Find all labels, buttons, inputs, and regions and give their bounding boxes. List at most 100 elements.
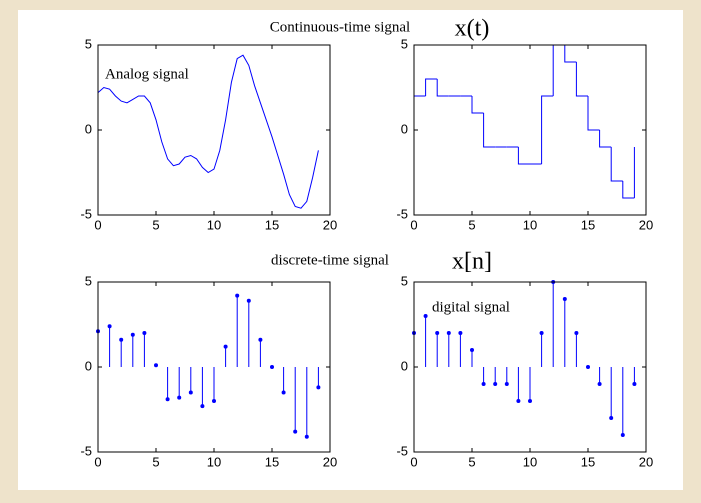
stair-step bbox=[517, 147, 530, 165]
stem-marker bbox=[481, 382, 486, 386]
subplot: 0 5 10 15 20-505 bbox=[396, 36, 653, 232]
stem-marker bbox=[223, 344, 228, 349]
y-tick-label: 5 bbox=[401, 273, 408, 288]
x-tick-label: 20 bbox=[323, 454, 337, 469]
stem-marker bbox=[562, 297, 567, 301]
stair-step bbox=[575, 62, 588, 97]
annotation: Analog signal bbox=[105, 66, 189, 82]
stair-step bbox=[599, 130, 612, 148]
stair-step bbox=[541, 95, 554, 164]
subplot: 0 5 10 15 20-505 bbox=[80, 273, 337, 469]
stem-marker bbox=[458, 331, 463, 335]
stem-marker bbox=[586, 365, 590, 369]
stem-marker bbox=[597, 382, 602, 386]
stem-marker bbox=[493, 382, 498, 386]
axes-box bbox=[413, 281, 647, 453]
stair-step bbox=[622, 181, 635, 199]
x-tick-label: 15 bbox=[581, 454, 595, 469]
stem-marker bbox=[107, 324, 112, 329]
stair-step bbox=[610, 147, 623, 182]
stem-marker bbox=[446, 331, 451, 335]
stem-marker bbox=[504, 382, 509, 386]
x-tick-label: 0 bbox=[94, 217, 101, 232]
stem-marker bbox=[212, 399, 216, 403]
stem-marker bbox=[528, 399, 532, 403]
signal-line bbox=[97, 54, 319, 209]
x-tick-label: 15 bbox=[265, 217, 279, 232]
stem-marker bbox=[423, 314, 428, 318]
stem-marker bbox=[435, 331, 440, 335]
x-tick-label: 0 bbox=[410, 217, 417, 232]
x-tick-label: 20 bbox=[639, 217, 653, 232]
stair-step bbox=[483, 113, 496, 148]
caption: Continuous-time signal bbox=[270, 19, 410, 35]
stem-marker bbox=[130, 332, 135, 337]
x-tick-label: 15 bbox=[265, 454, 279, 469]
annotation: digital signal bbox=[432, 299, 510, 315]
x-tick-label: 15 bbox=[581, 217, 595, 232]
y-tick-label: 0 bbox=[401, 121, 408, 136]
axes-box bbox=[413, 44, 647, 216]
x-tick-label: 20 bbox=[323, 217, 337, 232]
y-tick-label: 5 bbox=[85, 36, 92, 51]
caption-symbol: x[n] bbox=[452, 249, 492, 275]
stem-marker bbox=[142, 331, 147, 335]
x-tick-label: 10 bbox=[207, 217, 221, 232]
y-tick-label: 0 bbox=[401, 358, 408, 373]
stem-marker bbox=[235, 293, 240, 298]
axes-box bbox=[97, 281, 331, 453]
plot-area bbox=[414, 45, 646, 215]
stair-step bbox=[587, 96, 600, 131]
stem-marker bbox=[609, 416, 614, 420]
stem-marker bbox=[620, 433, 625, 437]
stair-step bbox=[436, 79, 449, 97]
x-tick-label: 10 bbox=[207, 454, 221, 469]
y-tick-label: 5 bbox=[85, 273, 92, 288]
stem-marker bbox=[293, 429, 298, 434]
axes-box bbox=[97, 44, 331, 216]
y-tick-label: -5 bbox=[80, 443, 92, 458]
stem-marker bbox=[246, 298, 251, 303]
x-tick-label: 20 bbox=[639, 454, 653, 469]
stem-marker bbox=[632, 382, 637, 386]
x-tick-label: 5 bbox=[468, 217, 475, 232]
stem-marker bbox=[177, 395, 182, 400]
stem-marker bbox=[470, 348, 474, 352]
annotation-background bbox=[430, 299, 512, 316]
stem-marker bbox=[154, 363, 158, 368]
stem-marker bbox=[200, 404, 205, 409]
stem-marker bbox=[188, 390, 193, 395]
x-tick-label: 5 bbox=[152, 217, 159, 232]
stem-marker bbox=[304, 434, 309, 439]
annotation-background bbox=[103, 66, 191, 83]
x-tick-label: 5 bbox=[152, 454, 159, 469]
stem-marker bbox=[119, 337, 124, 342]
y-tick-label: 5 bbox=[401, 36, 408, 51]
stair-step bbox=[471, 96, 484, 114]
stem-marker bbox=[539, 331, 544, 335]
y-tick-label: 0 bbox=[85, 358, 92, 373]
y-tick-label: -5 bbox=[396, 443, 408, 458]
stem-marker bbox=[316, 385, 321, 390]
x-tick-label: 0 bbox=[94, 454, 101, 469]
x-tick-label: 0 bbox=[410, 454, 417, 469]
y-tick-label: -5 bbox=[80, 206, 92, 221]
x-tick-label: 5 bbox=[468, 454, 475, 469]
stem-marker bbox=[574, 331, 579, 335]
caption: discrete-time signal bbox=[271, 252, 389, 268]
stem-marker bbox=[270, 365, 274, 369]
stem-marker bbox=[516, 399, 521, 403]
stem-marker bbox=[258, 337, 263, 342]
stem-marker bbox=[165, 397, 170, 402]
y-tick-label: -5 bbox=[396, 206, 408, 221]
y-tick-label: 0 bbox=[85, 121, 92, 136]
stair-step bbox=[564, 45, 577, 63]
x-tick-label: 10 bbox=[523, 217, 537, 232]
stair-step bbox=[425, 78, 438, 96]
x-tick-label: 10 bbox=[523, 454, 537, 469]
stem-marker bbox=[281, 390, 286, 395]
